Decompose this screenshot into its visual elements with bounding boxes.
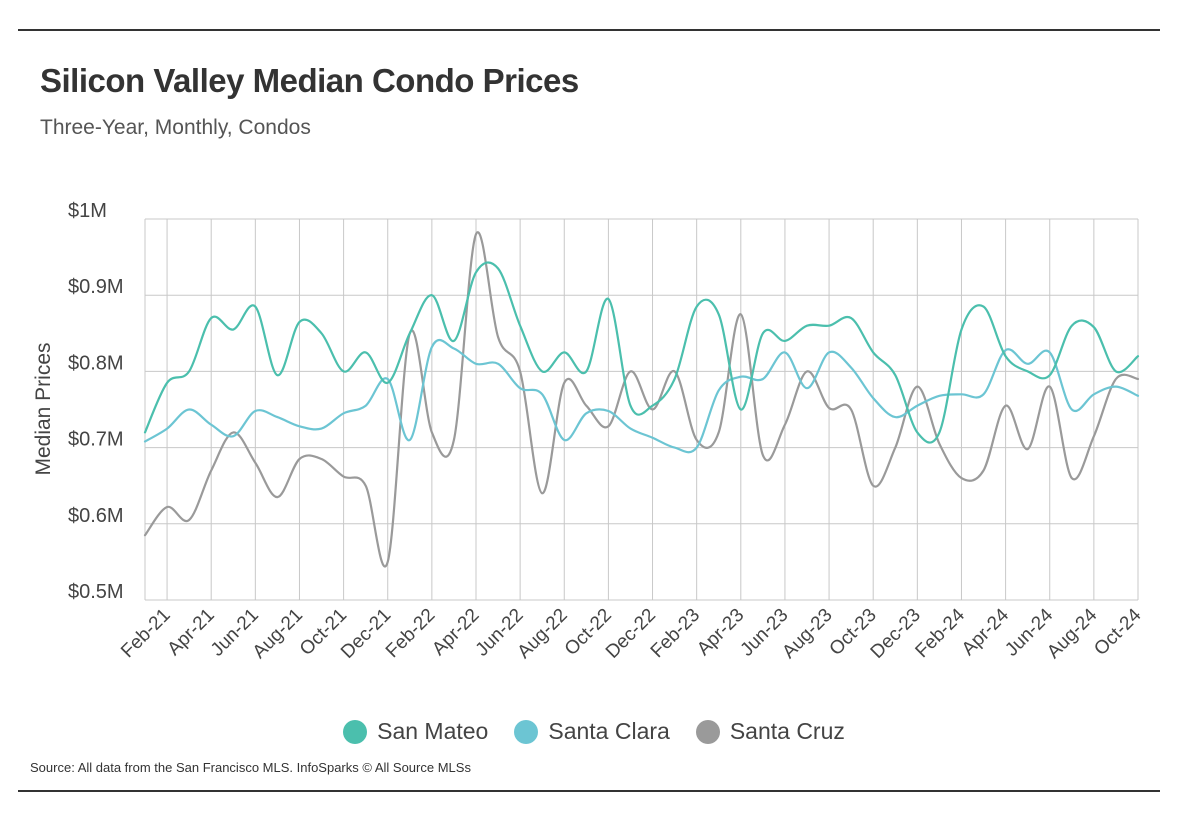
x-tick-label: Aug-24 [1043, 604, 1101, 662]
source-note: Source: All data from the San Francisco … [30, 760, 471, 775]
series-line-santa-cruz [143, 231, 1140, 568]
x-tick-label: Feb-24 [912, 604, 970, 662]
legend-label: Santa Clara [548, 718, 670, 744]
x-tick-label: Dec-23 [867, 605, 925, 663]
legend-item-santa-cruz: Santa Cruz [695, 718, 845, 745]
y-tick-label: $0.5M [68, 581, 124, 603]
x-tick-label: Apr-22 [428, 605, 483, 660]
legend-item-santa-clara: Santa Clara [514, 718, 670, 745]
chart-title: Silicon Valley Median Condo Prices [40, 62, 579, 99]
y-axis-title: Median Prices [32, 342, 55, 475]
x-tick-label: Apr-24 [958, 604, 1013, 659]
x-tick-label: Feb-21 [117, 605, 174, 662]
legend-swatch-santa-cruz [695, 719, 720, 744]
legend-swatch-santa-clara [514, 719, 539, 744]
legend: San Mateo Santa Clara Santa Cruz [0, 718, 1188, 745]
legend-swatch-san-mateo [343, 719, 368, 744]
series-line-santa-clara [143, 338, 1140, 454]
x-tick-label: Feb-22 [382, 605, 439, 662]
x-tick-label: Dec-22 [602, 605, 660, 663]
top-rule [18, 29, 1160, 31]
bottom-rule [18, 790, 1160, 792]
y-tick-label: $0.6M [68, 505, 124, 527]
y-tick-label: $0.7M [68, 429, 124, 451]
x-tick-label: Aug-22 [514, 605, 572, 663]
y-tick-label: $1M [68, 200, 107, 222]
x-tick-label: Apr-23 [693, 605, 748, 660]
x-tick-label: Aug-21 [249, 605, 307, 663]
legend-label: San Mateo [377, 718, 489, 744]
legend-item-san-mateo: San Mateo [343, 718, 488, 745]
x-tick-label: Feb-23 [647, 605, 704, 662]
series-line-san-mateo [143, 261, 1140, 444]
y-tick-label: $0.9M [68, 276, 124, 298]
y-tick-label: $0.8M [68, 352, 124, 374]
x-tick-label: Dec-21 [337, 605, 395, 663]
x-tick-label: Oct-24 [1090, 604, 1145, 659]
chart-subtitle: Three-Year, Monthly, Condos [40, 116, 311, 139]
x-tick-label: Aug-23 [778, 605, 836, 663]
legend-label: Santa Cruz [729, 718, 845, 744]
x-tick-label: Apr-21 [164, 605, 219, 660]
